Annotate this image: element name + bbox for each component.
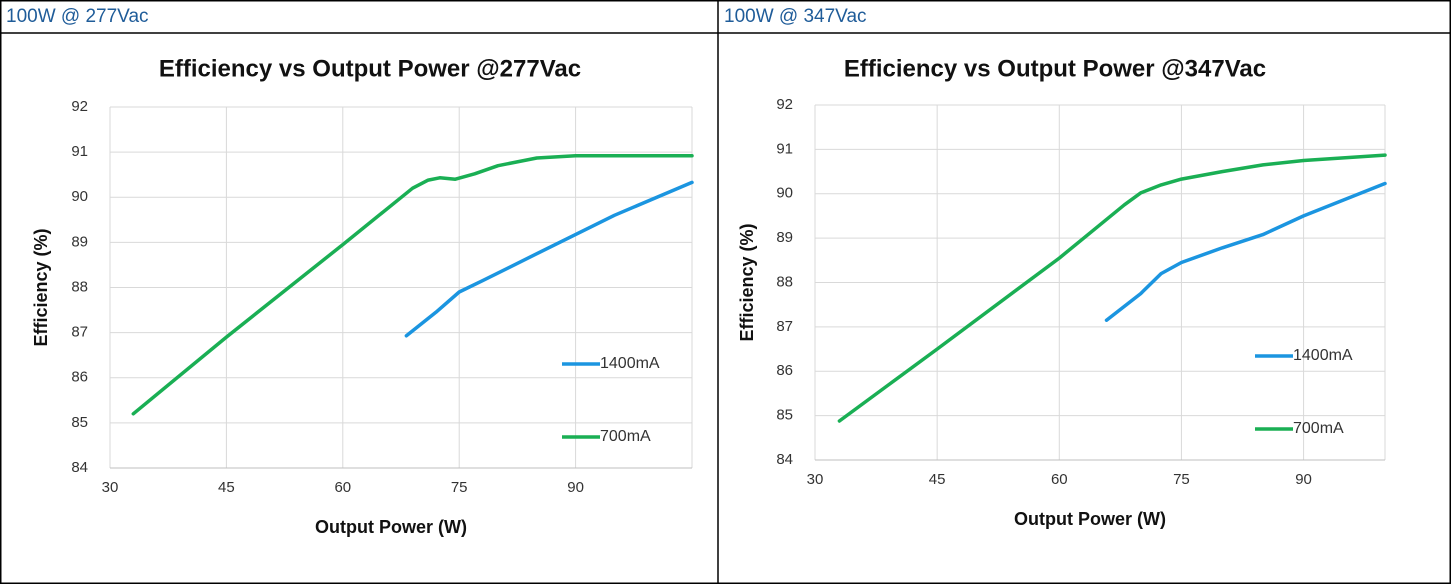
data-line [1104, 181, 1387, 322]
y-tick-label: 89 [71, 233, 88, 250]
x-tick-label: 45 [218, 479, 235, 496]
x-tick-label: 90 [567, 479, 584, 496]
y-tick-label: 84 [776, 451, 793, 468]
legend-label: 1400mA [1293, 347, 1353, 364]
data-line [131, 153, 694, 416]
x-tick-label: 60 [334, 479, 351, 496]
chart-title: Efficiency vs Output Power @347Vac [844, 55, 1266, 82]
y-tick-label: 87 [71, 324, 88, 341]
x-tick-label: 90 [1295, 471, 1312, 488]
cell-header: 100W @ 277Vac [6, 6, 149, 27]
y-tick-label: 86 [71, 369, 88, 386]
x-axis-label: Output Power (W) [1014, 509, 1166, 529]
y-tick-label: 92 [71, 98, 88, 115]
cell-header: 100W @ 347Vac [724, 6, 867, 27]
y-tick-label: 90 [776, 185, 793, 202]
y-tick-label: 90 [71, 188, 88, 205]
data-line [837, 153, 1387, 423]
x-tick-label: 30 [807, 471, 824, 488]
y-tick-label: 91 [71, 143, 88, 160]
x-tick-label: 60 [1051, 471, 1068, 488]
y-tick-label: 86 [776, 362, 793, 379]
y-tick-label: 91 [776, 140, 793, 157]
y-tick-label: 87 [776, 318, 793, 335]
chart-title: Efficiency vs Output Power @277Vac [159, 55, 581, 82]
x-tick-label: 75 [1173, 471, 1190, 488]
y-tick-label: 92 [776, 96, 793, 113]
y-axis-label: Efficiency (%) [737, 223, 757, 341]
data-line [404, 180, 694, 338]
x-tick-label: 75 [451, 479, 468, 496]
legend-label: 1400mA [600, 355, 660, 372]
x-tick-label: 45 [929, 471, 946, 488]
x-tick-label: 30 [102, 479, 119, 496]
y-axis-label: Efficiency (%) [31, 228, 51, 346]
y-tick-label: 88 [776, 273, 793, 290]
legend-label: 700mA [1293, 420, 1344, 437]
y-tick-label: 88 [71, 278, 88, 295]
y-tick-label: 89 [776, 229, 793, 246]
y-tick-label: 85 [71, 414, 88, 431]
y-tick-label: 85 [776, 407, 793, 424]
x-axis-label: Output Power (W) [315, 517, 467, 537]
y-tick-label: 84 [71, 459, 88, 476]
legend-label: 700mA [600, 428, 651, 445]
